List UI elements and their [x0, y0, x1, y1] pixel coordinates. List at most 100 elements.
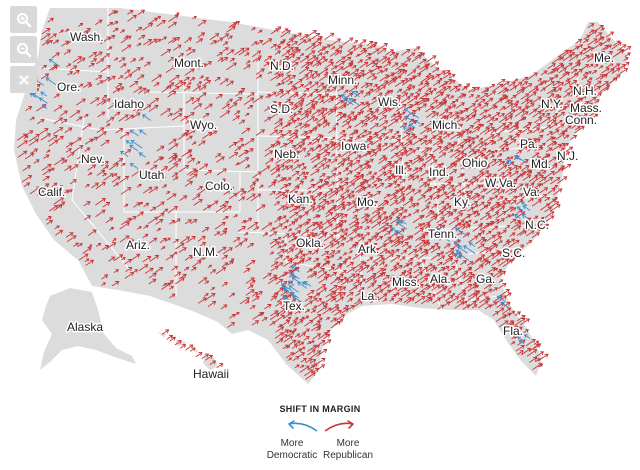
shift-arrow-republican — [480, 238, 487, 244]
shift-arrow-republican — [375, 92, 383, 98]
shift-arrow-republican — [300, 114, 310, 121]
shift-arrow-republican — [419, 58, 427, 65]
shift-arrow-democratic — [141, 114, 151, 121]
shift-arrow-republican — [400, 171, 407, 176]
shift-arrow-republican — [424, 224, 431, 229]
shift-arrow-republican — [226, 49, 235, 56]
shift-arrow-republican — [460, 94, 467, 99]
shift-arrow-republican — [207, 300, 217, 307]
reset-button[interactable] — [10, 66, 37, 93]
shift-arrow-republican — [17, 150, 28, 158]
shift-arrow-republican — [342, 220, 347, 224]
shift-arrow-republican — [576, 44, 584, 49]
shift-arrow-republican — [387, 79, 397, 86]
shift-arrow-republican — [421, 75, 430, 83]
shift-arrow-republican — [267, 91, 277, 99]
shift-arrow-republican — [550, 201, 560, 208]
shift-arrow-republican — [381, 57, 391, 64]
shift-arrow-republican — [330, 71, 336, 75]
shift-arrow-republican — [361, 218, 369, 224]
shift-arrow-republican — [378, 108, 388, 116]
shift-arrow-republican — [553, 188, 563, 195]
shift-arrow-republican — [456, 224, 466, 231]
shift-arrow-republican — [345, 78, 356, 86]
shift-arrow-republican — [28, 134, 40, 142]
shift-arrow-republican — [418, 82, 424, 86]
shift-arrow-republican — [114, 111, 121, 117]
shift-arrow-republican — [435, 211, 444, 218]
shift-arrow-republican — [550, 177, 561, 185]
shift-arrow-republican — [351, 130, 359, 136]
shift-arrow-republican — [269, 251, 275, 255]
shift-arrow-republican — [330, 38, 342, 47]
state-border — [469, 295, 499, 301]
shift-arrow-republican — [124, 149, 132, 154]
shift-arrow-republican — [275, 192, 286, 200]
shift-arrow-republican — [436, 255, 446, 262]
shift-arrow-republican — [425, 63, 431, 67]
shift-arrow-republican — [447, 212, 454, 217]
zoom-out-button[interactable] — [10, 36, 37, 63]
shift-arrow-republican — [531, 199, 542, 207]
shift-arrow-democratic — [395, 230, 404, 237]
shift-arrow-republican — [112, 238, 117, 242]
shift-arrow-republican — [154, 266, 164, 273]
shift-arrow-republican — [537, 78, 542, 82]
shift-arrow-republican — [300, 357, 307, 363]
hawaii-shape — [158, 332, 218, 370]
shift-arrow-republican — [235, 242, 243, 248]
label-miss: Miss. — [392, 275, 420, 289]
shift-arrow-republican — [623, 57, 629, 61]
shift-arrow-republican — [312, 333, 322, 340]
shift-arrow-republican — [490, 301, 498, 307]
shift-arrow-republican — [358, 265, 370, 273]
shift-arrow-republican — [436, 217, 445, 224]
shift-arrow-republican — [169, 220, 176, 225]
shift-arrow-republican — [547, 188, 556, 194]
shift-arrow-republican — [478, 170, 490, 179]
shift-arrow-republican — [564, 100, 572, 106]
shift-arrow-republican — [418, 291, 426, 296]
shift-arrow-republican — [491, 244, 499, 250]
shift-arrow-republican — [240, 191, 247, 196]
shift-arrow-republican — [69, 110, 81, 118]
shift-arrow-republican — [138, 87, 147, 94]
shift-arrow-republican — [244, 164, 251, 169]
shift-arrow-republican — [118, 114, 129, 122]
shift-arrow-republican — [316, 157, 328, 166]
zoom-in-button[interactable] — [10, 6, 37, 33]
shift-arrow-republican — [247, 221, 259, 230]
shift-arrow-republican — [167, 280, 174, 285]
shift-arrow-republican — [292, 154, 298, 159]
shift-arrow-republican — [432, 131, 443, 139]
shift-arrow-republican — [383, 163, 392, 170]
label-sc: S.C. — [502, 246, 525, 260]
shift-arrow-republican — [520, 318, 530, 326]
shift-arrow-republican — [364, 226, 370, 231]
shift-arrow-republican — [306, 198, 316, 206]
shift-arrow-republican — [262, 38, 273, 46]
shift-arrow-republican — [162, 184, 168, 189]
shift-arrow-republican — [280, 320, 291, 328]
shift-arrow-republican — [243, 232, 249, 236]
map[interactable]: Wash. Ore. Calif. Idaho Nev. Utah Ariz. … — [0, 0, 640, 400]
shift-arrow-republican — [456, 84, 462, 88]
shift-arrow-republican — [370, 152, 378, 158]
shift-arrow-republican — [484, 150, 495, 158]
shift-arrow-republican — [359, 39, 367, 45]
shift-arrow-republican — [360, 138, 372, 146]
shift-arrow-republican — [498, 258, 510, 267]
shift-arrow-republican — [425, 106, 435, 113]
shift-arrow-republican — [492, 189, 501, 195]
shift-arrow-republican — [192, 260, 202, 268]
shift-arrow-republican — [269, 190, 276, 196]
shift-arrow-republican — [372, 145, 382, 152]
shift-arrow-republican — [246, 193, 256, 201]
shift-arrow-republican — [378, 272, 386, 278]
shift-arrow-republican — [328, 266, 335, 272]
shift-arrow-republican — [331, 158, 338, 164]
shift-arrow-republican — [377, 47, 387, 55]
shift-arrow-republican — [113, 57, 119, 61]
shift-arrow-republican — [337, 279, 344, 284]
shift-arrow-republican — [153, 82, 160, 87]
